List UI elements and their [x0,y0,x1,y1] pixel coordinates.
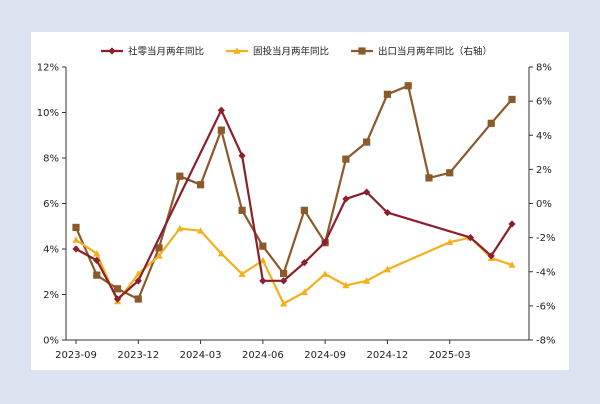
data-point [446,238,454,246]
data-point [176,224,184,232]
x-tick-label: 2023-12 [117,350,159,361]
data-point [155,252,163,259]
right-tick-label: -2% [536,233,555,244]
legend-swatch-marker [108,47,116,55]
series-line [75,109,513,301]
data-point [259,242,267,250]
series-2 [72,82,516,303]
series-line [75,227,513,305]
data-point [363,188,371,196]
x-tick-label: 2024-12 [367,350,409,361]
data-point [404,82,412,90]
data-point [383,209,392,217]
data-point [300,206,308,214]
data-point [508,95,516,104]
left-tick-label: 10% [37,108,59,119]
data-point [238,270,246,277]
data-point [342,155,350,163]
data-point [487,252,495,260]
x-tick-label: 2024-06 [242,350,284,361]
x-axis: 2023-09 2023-12 2024-03 2024-06 2024-09 2024-… [55,339,529,361]
data-point [363,277,371,284]
legend-item-2: 出口当月两年同比（右轴） [351,46,492,58]
left-tick-label: 4% [43,245,59,256]
legend-label: 社零当月两年同比 [128,46,204,58]
left-tick-label: 12% [37,63,59,74]
x-tick-label: 2024-03 [180,350,222,361]
data-point [113,285,122,293]
legend-item-0: 社零当月两年同比 [101,46,204,58]
x-tick-label: 2025-03 [429,350,471,361]
left-tick-label: 6% [43,199,59,210]
data-point [383,90,392,98]
data-point [196,227,205,234]
data-point [508,261,516,268]
series-layer [72,82,516,307]
data-point [342,195,350,203]
right-tick-label: -8% [536,336,555,347]
legend-item-1: 固投当月两年同比 [226,46,329,58]
data-point [321,238,329,246]
right-y-axis: -8% -6% -4% -2% 0% 2% 4% 6% 8% [528,63,555,347]
series-0 [72,106,516,303]
data-point [72,236,80,243]
data-point [321,270,329,277]
data-point [217,106,225,114]
data-point [280,269,288,278]
right-tick-label: -4% [536,267,555,278]
left-tick-label: 0% [43,336,59,347]
data-point [300,288,308,296]
data-point [217,249,225,257]
legend-label: 固投当月两年同比 [253,46,329,58]
data-point [466,234,475,242]
data-point [238,206,246,214]
data-point [93,249,101,257]
data-point [446,169,454,177]
data-point [113,295,122,303]
data-point [176,172,184,180]
data-point [342,281,350,289]
data-point [134,295,142,303]
left-y-axis: 0% 2% 4% 6% 8% 10% 12% [37,63,67,347]
data-point [93,256,101,264]
data-point [508,220,516,228]
data-point [363,138,371,146]
left-tick-label: 2% [43,290,59,301]
data-point [238,152,246,160]
data-point [217,126,225,134]
data-point [280,300,288,307]
legend: 社零当月两年同比 固投当月两年同比 出口当月两年同比（右轴） [101,46,492,58]
x-tick-label: 2024-09 [304,350,346,361]
x-tick-label: 2023-09 [55,350,97,361]
data-point [259,277,267,285]
chart-canvas: 社零当月两年同比 固投当月两年同比 出口当月两年同比（右轴） 0% 2% 4% 6% 8% 1… [31,32,569,370]
line-chart: 社零当月两年同比 固投当月两年同比 出口当月两年同比（右轴） 0% 2% 4% 6% 8% 1… [37,46,556,362]
right-tick-label: -6% [536,301,555,312]
data-point [196,181,205,189]
series-line [74,84,513,301]
data-point [72,223,80,231]
right-tick-label: 2% [536,165,552,176]
left-tick-label: 8% [43,154,59,165]
data-point [425,174,433,182]
series-1 [72,224,516,307]
right-tick-label: 0% [536,199,552,210]
data-point [300,259,308,267]
right-tick-label: 8% [536,63,552,74]
data-point [383,265,392,273]
legend-swatch-marker [233,47,241,54]
data-point [487,119,495,127]
legend-label: 出口当月两年同比（右轴） [378,46,492,58]
right-tick-label: 6% [536,97,552,108]
legend-swatch-marker [358,47,366,55]
data-point [93,271,101,279]
right-tick-label: 4% [536,131,552,142]
data-point [259,256,267,264]
data-point [155,244,163,252]
